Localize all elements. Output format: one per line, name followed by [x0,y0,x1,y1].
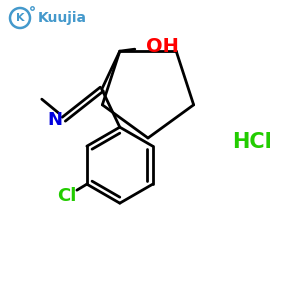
Text: Cl: Cl [57,187,76,205]
Text: K: K [16,13,24,23]
Text: HCl: HCl [232,132,272,152]
Text: Kuujia: Kuujia [38,11,86,25]
Text: N: N [47,111,62,129]
Text: OH: OH [146,37,179,56]
